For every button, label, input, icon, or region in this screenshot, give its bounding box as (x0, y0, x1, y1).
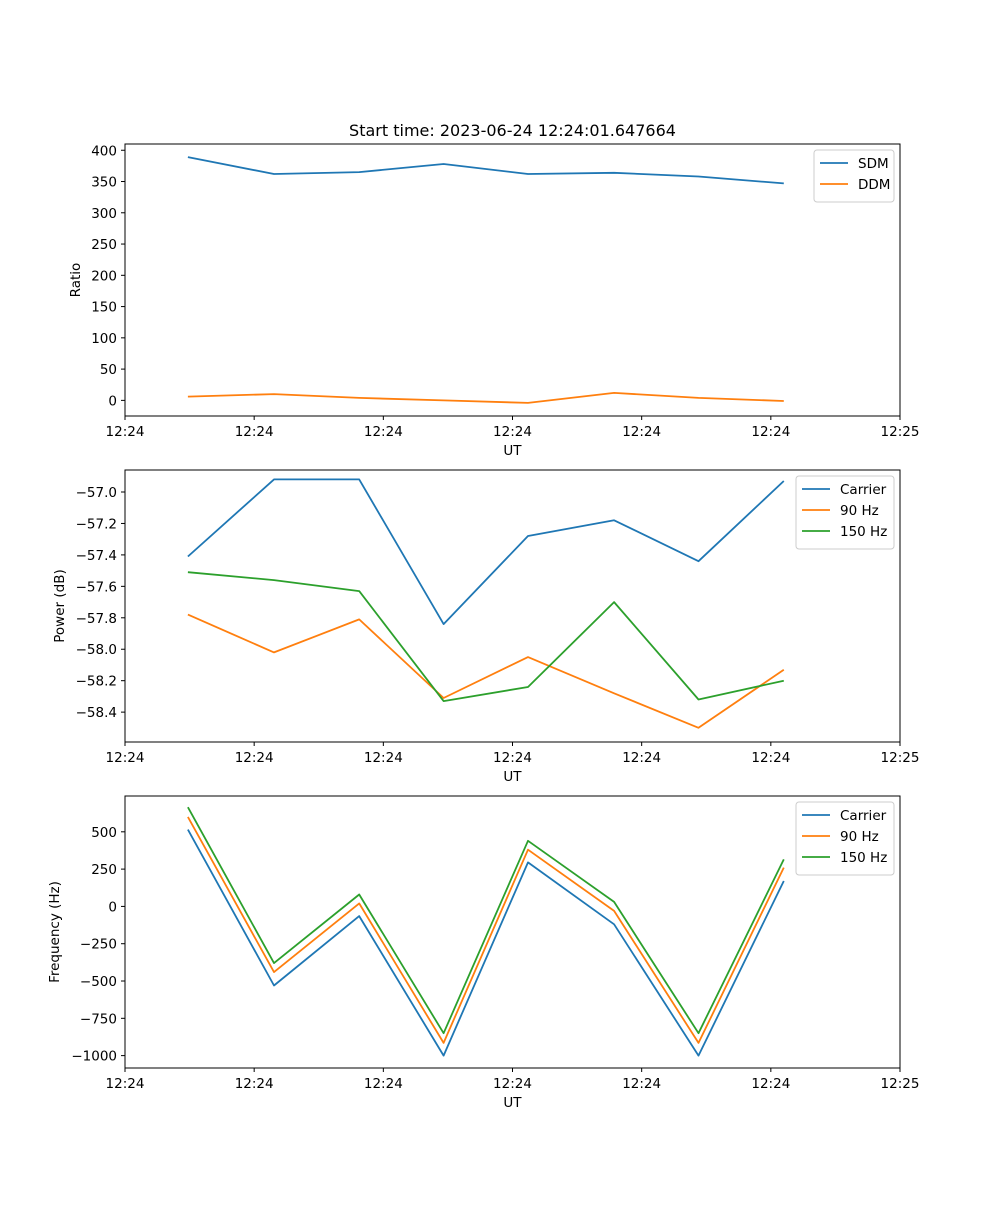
x-axis-label: UT (503, 1095, 522, 1111)
series-line-sdm (187, 156, 784, 185)
x-tick-label: 12:24 (235, 424, 274, 440)
x-tick-label: 12:24 (622, 1076, 661, 1092)
series-line-carrier (187, 478, 785, 625)
y-tick-label: −500 (80, 974, 117, 990)
y-tick-label: 500 (91, 825, 117, 841)
y-tick-label: 400 (91, 143, 117, 159)
y-tick-label: 50 (100, 362, 117, 378)
series-line-150-hz (187, 571, 784, 702)
y-tick-label: 200 (91, 268, 117, 284)
x-tick-label: 12:24 (493, 1076, 532, 1092)
x-tick-label: 12:24 (235, 1076, 274, 1092)
legend: Carrier 90 Hz 150 Hz (795, 475, 895, 550)
chart-panel-3: 12:24 12:24 12:24 12:24 12:24 12:24 12:25 UT −10… (47, 795, 920, 1111)
x-tick-label: 12:24 (235, 750, 274, 766)
x-tick-label: 12:24 (622, 424, 661, 440)
x-tick-label: 12:24 (364, 424, 403, 440)
legend: Carrier 90 Hz 150 Hz (795, 801, 895, 876)
x-axis-label: UT (503, 443, 522, 459)
legend-entry: Carrier (840, 482, 887, 498)
x-tick-label: 12:24 (493, 424, 532, 440)
y-tick-label: −58.4 (76, 705, 117, 721)
y-tick-label: 0 (108, 899, 117, 915)
x-tick-label: 12:24 (751, 750, 790, 766)
y-tick-label: −57.6 (76, 579, 117, 595)
y-tick-label: −57.8 (76, 611, 117, 627)
y-tick-label: −750 (80, 1011, 117, 1027)
chart-panel-1: Start time: 2023-06-24 12:24:01.647664 12… (68, 121, 919, 459)
y-tick-label: −58.0 (76, 642, 117, 658)
x-tick-label: 12:24 (106, 1076, 145, 1092)
y-tick-label: 100 (91, 331, 117, 347)
legend-entry: SDM (858, 156, 889, 172)
x-tick-label: 12:24 (622, 750, 661, 766)
y-axis-label: Ratio (68, 263, 84, 298)
series-line-150-hz (187, 806, 785, 1035)
chart-title: Start time: 2023-06-24 12:24:01.647664 (349, 121, 676, 140)
legend: SDM DDM (813, 149, 895, 203)
chart-panel-2: 12:24 12:24 12:24 12:24 12:24 12:24 12:25 UT −58… (52, 469, 920, 785)
legend-entry: 150 Hz (840, 524, 887, 540)
x-axis-label: UT (503, 769, 522, 785)
y-tick-label: −57.2 (76, 516, 117, 532)
y-axis-label: Power (dB) (52, 569, 68, 642)
y-tick-label: −57.4 (76, 548, 117, 564)
y-tick-label: −250 (80, 937, 117, 953)
legend-entry: Carrier (840, 808, 887, 824)
y-tick-label: −57.0 (76, 485, 117, 501)
y-axis-label: Frequency (Hz) (47, 881, 63, 983)
x-tick-label: 12:25 (881, 1076, 920, 1092)
x-tick-label: 12:24 (751, 424, 790, 440)
y-tick-label: 150 (91, 300, 117, 316)
x-tick-label: 12:25 (881, 750, 920, 766)
legend-entry: 150 Hz (840, 850, 887, 866)
series-line-90-hz (187, 613, 785, 729)
x-tick-label: 12:24 (364, 750, 403, 766)
y-tick-label: 300 (91, 206, 117, 222)
legend-entry: 90 Hz (840, 503, 879, 519)
series-line-carrier (187, 829, 785, 1057)
legend-entry: DDM (858, 177, 890, 193)
legend-entry: 90 Hz (840, 829, 879, 845)
x-tick-label: 12:25 (881, 424, 920, 440)
y-tick-label: −1000 (71, 1049, 117, 1065)
x-tick-label: 12:24 (364, 1076, 403, 1092)
x-tick-label: 12:24 (493, 750, 532, 766)
plot-area (124, 795, 901, 1069)
y-tick-label: 350 (91, 175, 117, 191)
y-tick-label: 250 (91, 237, 117, 253)
series-line-ddm (187, 391, 784, 404)
x-tick-label: 12:24 (106, 750, 145, 766)
plot-area (124, 143, 901, 417)
y-tick-label: −58.2 (76, 674, 117, 690)
x-tick-label: 12:24 (106, 424, 145, 440)
y-tick-label: 250 (91, 862, 117, 878)
series-line-90-hz (187, 816, 785, 1044)
plot-area (124, 469, 901, 743)
x-tick-label: 12:24 (751, 1076, 790, 1092)
y-tick-label: 0 (108, 393, 117, 409)
